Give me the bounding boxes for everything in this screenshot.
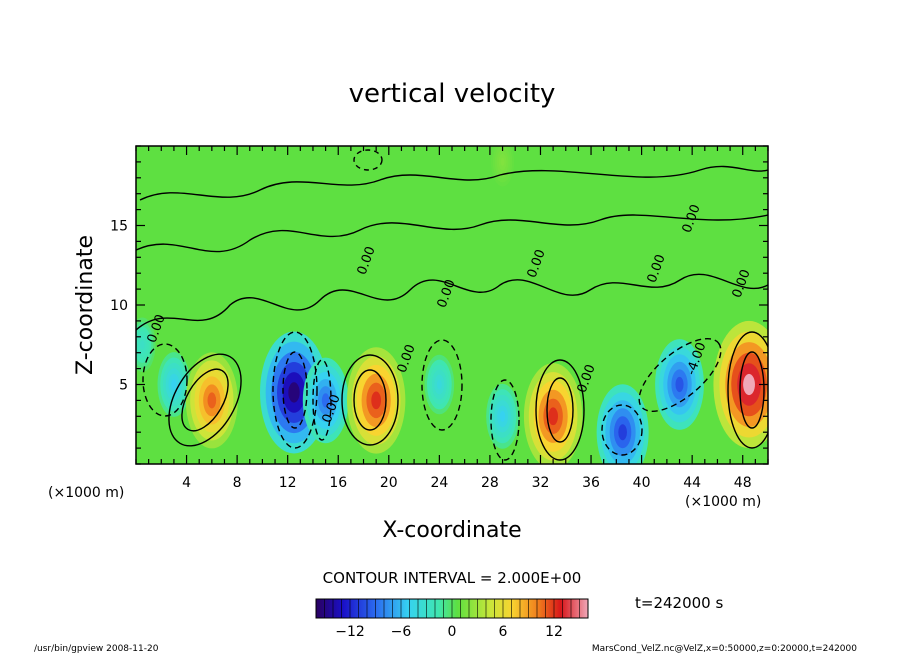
- data-cell-band: [548, 407, 558, 426]
- x-tick-label: 36: [582, 475, 600, 491]
- contour-ring: [168, 353, 242, 447]
- contour-ring: [282, 351, 308, 429]
- contour-interval-label: CONTOUR INTERVAL = 2.000E+00: [323, 569, 582, 587]
- data-cell-band: [288, 382, 300, 403]
- contour-ring: [535, 359, 585, 461]
- y-tick-label: 15: [110, 219, 128, 235]
- data-cell: [136, 317, 156, 372]
- contour-line: [139, 165, 768, 201]
- x-axis: 4 8 12 16 20 24 28 32 36 40 44 48: [135, 146, 769, 491]
- data-cell-band: [207, 392, 217, 409]
- colorbar-ticks: −12 −6 0 6 12: [315, 599, 589, 640]
- x-tick-label: 12: [279, 475, 297, 491]
- x-tick-label: 20: [380, 475, 398, 491]
- contour-ring: [739, 351, 765, 429]
- x-tick-label: 4: [182, 475, 191, 491]
- contour-ring: [142, 343, 188, 417]
- data-cell-band: [618, 424, 627, 441]
- data-cell-band: [675, 376, 684, 393]
- data-cell-band: [743, 373, 755, 396]
- contour-ring: [272, 331, 318, 449]
- data-cell-band: [500, 157, 505, 166]
- data-cell-band: [321, 393, 330, 408]
- colorbar-tick-label: 6: [499, 624, 508, 640]
- y-tick-label: 10: [110, 298, 128, 314]
- contour-ring: [312, 359, 332, 441]
- contour-ring: [353, 369, 387, 431]
- colorbar-tick-label: 0: [448, 624, 457, 640]
- colorbar-tick-label: −12: [335, 624, 365, 640]
- x-tick-label: 32: [532, 475, 550, 491]
- x-tick-label: 48: [734, 475, 752, 491]
- data-cell-band: [171, 379, 177, 390]
- contour-ring: [638, 338, 722, 412]
- contour-ring: [341, 354, 399, 446]
- time-label: t=242000 s: [635, 594, 723, 612]
- data-cell-band: [140, 340, 145, 350]
- data-cell-band: [436, 379, 442, 390]
- contour-ring: [181, 368, 229, 432]
- colorbar-tick-label: −6: [391, 624, 412, 640]
- x-axis-unit-right: (×1000 m): [685, 494, 761, 510]
- contour-ring: [353, 149, 383, 171]
- contour-ring: [546, 377, 574, 443]
- x-tick-label: 24: [430, 475, 448, 491]
- contour-ring: [421, 339, 463, 431]
- negative-contours: [142, 331, 722, 461]
- data-cell: [523, 363, 583, 464]
- data-cell: [655, 339, 704, 430]
- data-cell: [157, 352, 191, 417]
- footer-left: /usr/bin/gpview 2008-11-20: [34, 644, 159, 654]
- contour-ring: [490, 379, 520, 461]
- x-tick-label: 44: [683, 475, 701, 491]
- data-cell: [490, 146, 515, 187]
- y-axis-label: Z-coordinate: [73, 235, 98, 375]
- y-tick-label: 5: [119, 378, 128, 394]
- x-axis-label: X-coordinate: [382, 518, 521, 543]
- x-axis-unit-left: (×1000 m): [48, 485, 124, 501]
- contour-lines: [136, 149, 768, 461]
- data-cell: [424, 354, 455, 415]
- contour-line: [136, 214, 768, 253]
- contour-line: [136, 273, 768, 331]
- data-cell: [596, 384, 649, 464]
- x-tick-label: 8: [233, 475, 242, 491]
- data-cell-band: [499, 410, 506, 422]
- data-cell: [713, 320, 768, 449]
- colorbar-tick-label: 12: [545, 624, 563, 640]
- contour-ring: [727, 331, 768, 449]
- y-axis: 5 10 15: [110, 145, 768, 465]
- data-cell: [486, 383, 519, 449]
- data-cell-band: [371, 391, 382, 410]
- x-tick-label: 16: [329, 475, 347, 491]
- contour-labels: 0.000.000.000.00 0.000.000.000.000.000.00…: [145, 203, 754, 425]
- x-tick-label: 28: [481, 475, 499, 491]
- contour-ring: [601, 404, 643, 456]
- chart-title: vertical velocity: [349, 79, 556, 109]
- x-tick-label: 40: [633, 475, 651, 491]
- footer-right: MarsCond_VelZ.nc@VelZ,x=0:50000,z=0:2000…: [592, 644, 857, 654]
